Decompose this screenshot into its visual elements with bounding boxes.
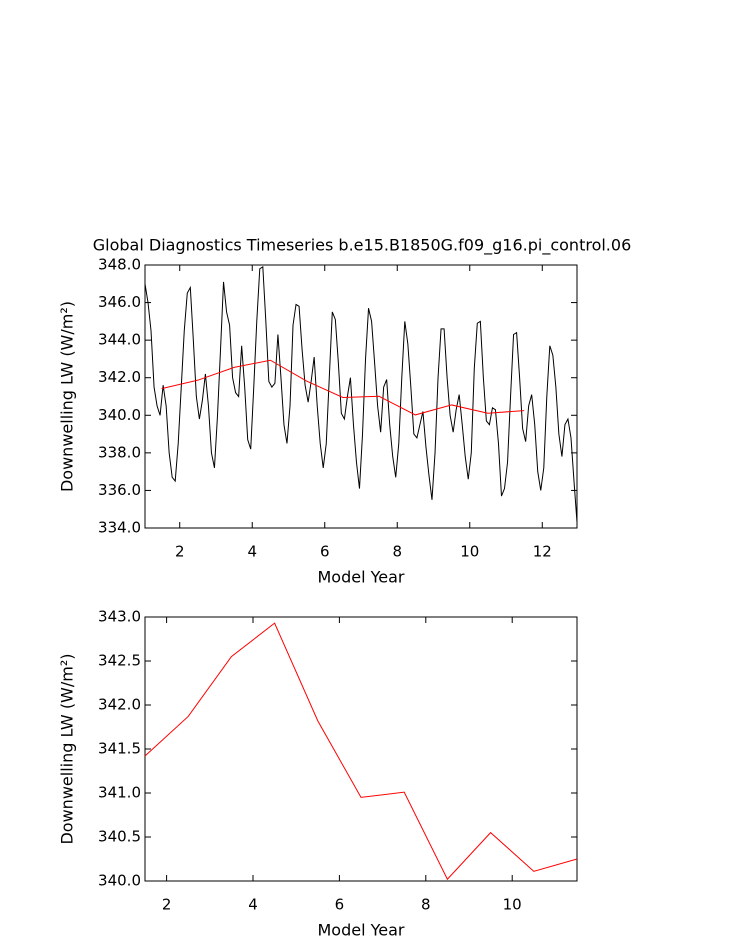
y-tick-label: 343.0 [98,608,141,626]
y-tick-label: 342.0 [98,368,141,386]
data-line [144,622,578,881]
y-tick-label: 346.0 [98,293,141,311]
y-tick-label: 340.0 [98,872,141,890]
x-tick-label: 8 [392,543,402,561]
data-line [144,266,578,523]
y-tick-label: 340.0 [98,406,141,424]
y-tick-label: 342.0 [98,696,141,714]
y-axis-label: Downwelling LW (W/m²) [58,301,77,492]
x-axis-label: Model Year [318,921,405,940]
plot-frame [144,616,578,882]
y-tick-label: 342.5 [98,652,141,670]
x-tick-label: 6 [335,896,345,914]
x-tick-label: 12 [533,543,552,561]
y-tick-label: 340.5 [98,828,141,846]
x-tick-label: 10 [460,543,479,561]
data-line [161,359,525,416]
y-tick-label: 341.0 [98,784,141,802]
plot-frame [144,264,578,529]
x-tick-label: 8 [421,896,431,914]
x-tick-label: 4 [248,896,258,914]
x-tick-label: 2 [162,896,172,914]
chart-title: Global Diagnostics Timeseries b.e15.B185… [93,236,632,256]
x-tick-label: 4 [247,543,257,561]
y-tick-label: 336.0 [98,481,141,499]
x-tick-label: 10 [503,896,522,914]
x-axis-label: Model Year [318,568,405,587]
y-tick-label: 348.0 [98,256,141,274]
x-tick-label: 2 [175,543,185,561]
y-axis-label: Downwelling LW (W/m²) [58,653,77,844]
x-tick-label: 6 [320,543,330,561]
y-tick-label: 344.0 [98,331,141,349]
y-tick-label: 338.0 [98,443,141,461]
y-tick-label: 334.0 [98,519,141,537]
y-tick-label: 341.5 [98,740,141,758]
